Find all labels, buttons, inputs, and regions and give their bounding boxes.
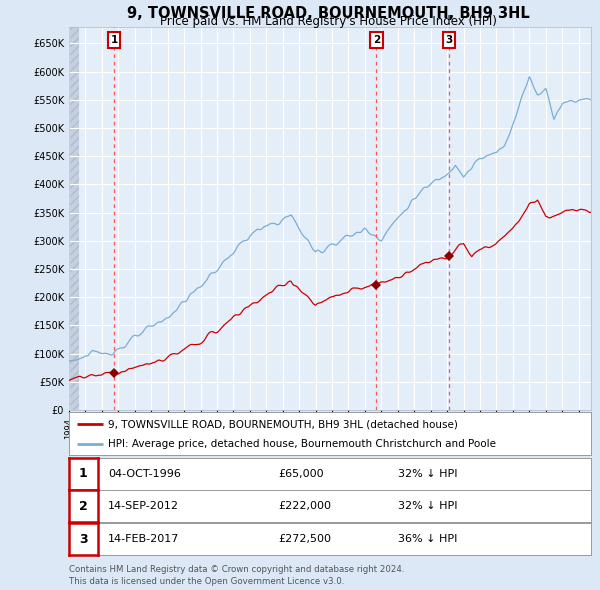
- Text: 3: 3: [79, 533, 88, 546]
- Text: 04-OCT-1996: 04-OCT-1996: [108, 469, 181, 478]
- Text: 36% ↓ HPI: 36% ↓ HPI: [398, 535, 457, 544]
- Text: 32% ↓ HPI: 32% ↓ HPI: [398, 469, 457, 478]
- Text: 9, TOWNSVILLE ROAD, BOURNEMOUTH, BH9 3HL (detached house): 9, TOWNSVILLE ROAD, BOURNEMOUTH, BH9 3HL…: [108, 419, 458, 429]
- Text: HPI: Average price, detached house, Bournemouth Christchurch and Poole: HPI: Average price, detached house, Bour…: [108, 439, 496, 449]
- Text: 14-SEP-2012: 14-SEP-2012: [108, 502, 179, 511]
- Text: 32% ↓ HPI: 32% ↓ HPI: [398, 502, 457, 511]
- Text: 3: 3: [445, 35, 452, 45]
- Text: 14-FEB-2017: 14-FEB-2017: [108, 535, 179, 544]
- Text: £272,500: £272,500: [278, 535, 331, 544]
- Text: 2: 2: [373, 35, 380, 45]
- Text: 1: 1: [79, 467, 88, 480]
- Text: 9, TOWNSVILLE ROAD, BOURNEMOUTH, BH9 3HL: 9, TOWNSVILLE ROAD, BOURNEMOUTH, BH9 3HL: [127, 6, 530, 21]
- Text: £65,000: £65,000: [278, 469, 323, 478]
- Text: 2: 2: [79, 500, 88, 513]
- Text: 1: 1: [110, 35, 118, 45]
- Text: Contains HM Land Registry data © Crown copyright and database right 2024.
This d: Contains HM Land Registry data © Crown c…: [69, 565, 404, 586]
- Text: Price paid vs. HM Land Registry's House Price Index (HPI): Price paid vs. HM Land Registry's House …: [160, 15, 497, 28]
- Text: £222,000: £222,000: [278, 502, 331, 511]
